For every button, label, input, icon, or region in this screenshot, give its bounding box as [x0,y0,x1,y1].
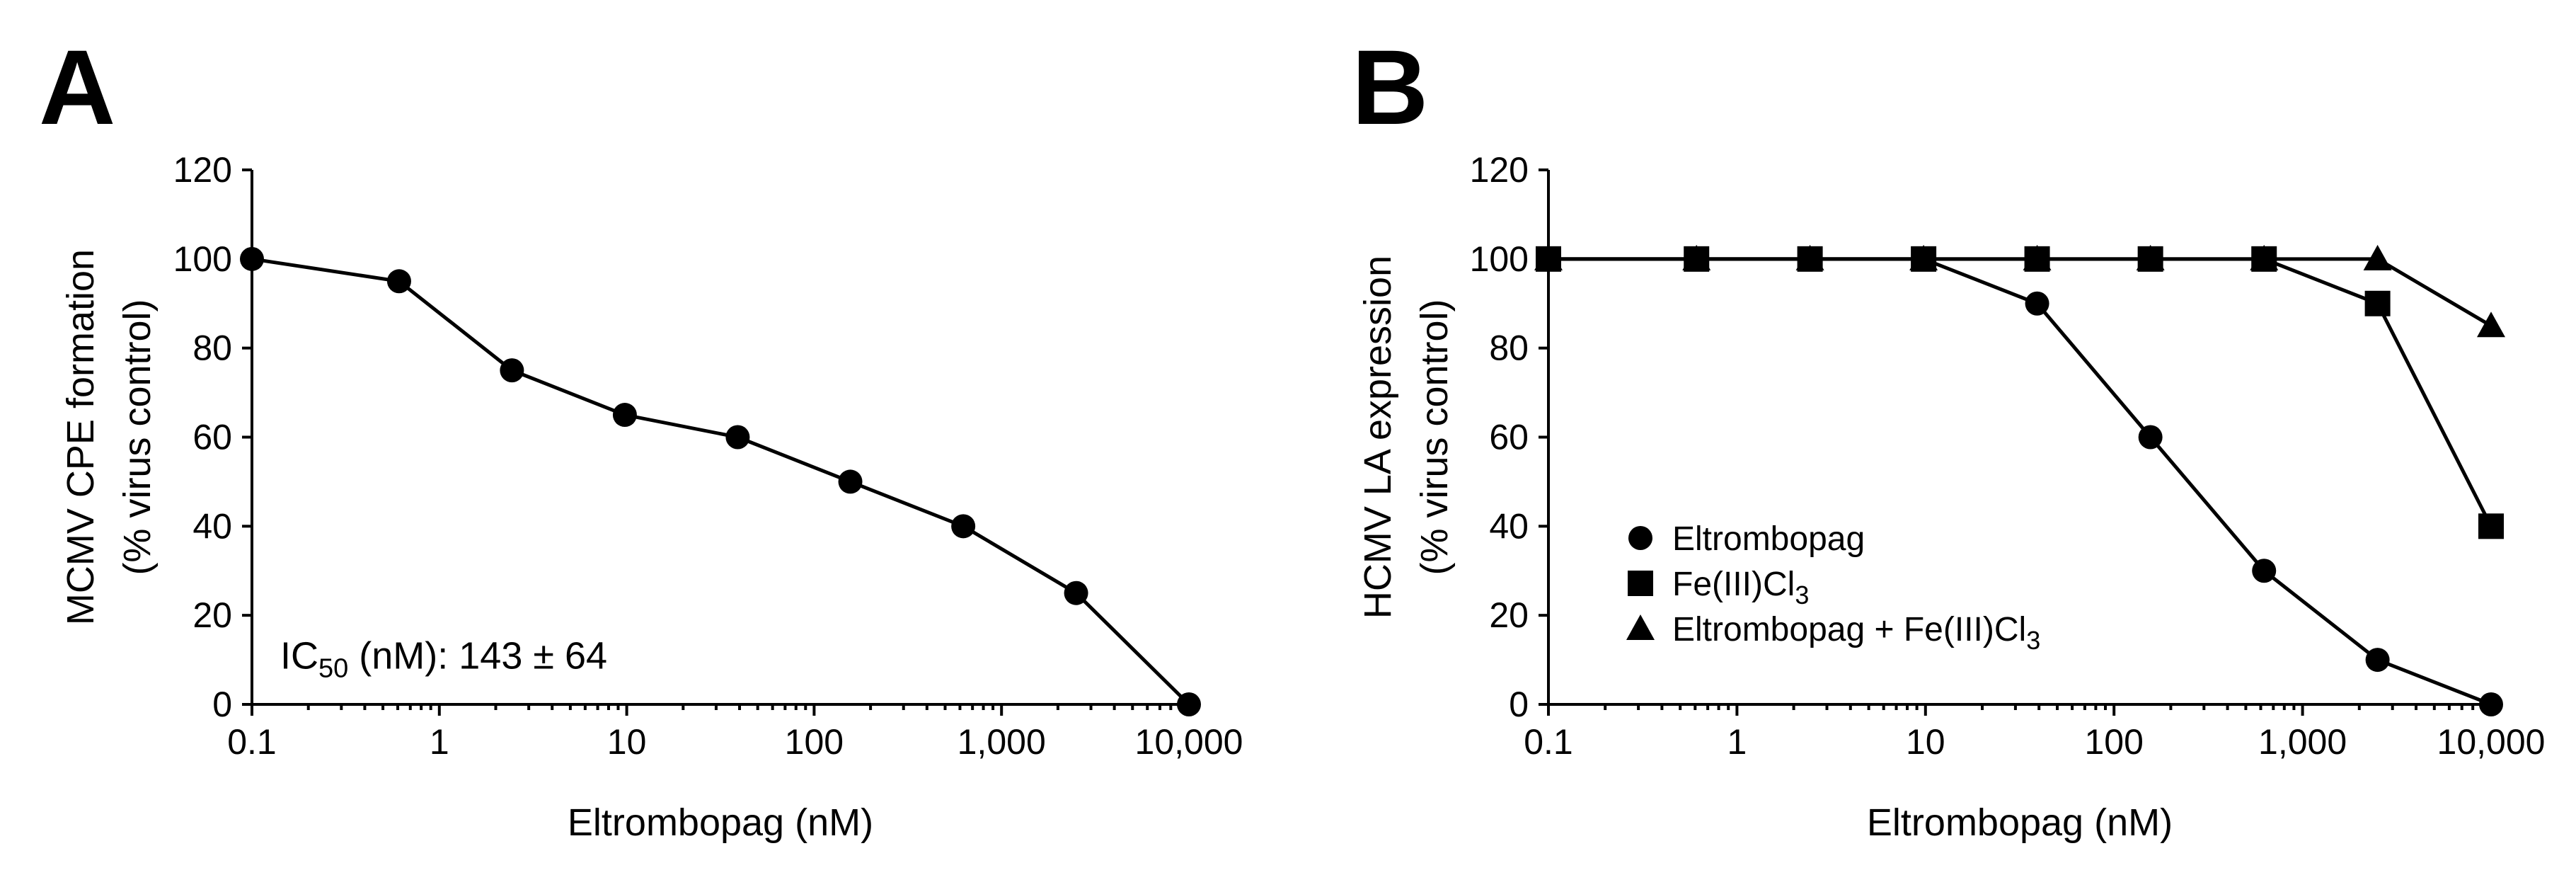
chart-b-y-tick-label: 80 [1489,328,1529,368]
chart-b-panel-letter: B [1352,28,1428,147]
chart-b-y-tick-label: 100 [1470,239,1529,279]
chart-a-y-axis-title: MCMV CPE formation [59,249,102,625]
chart-a-x-tick-label: 1,000 [958,722,1046,762]
chart-a-y-tick-label: 20 [192,595,232,635]
chart-b-y-tick-label: 40 [1489,506,1529,546]
chart-b-legend-marker-circle [1628,526,1652,550]
chart-b-x-tick-label: 100 [2084,722,2143,762]
chart-b-x-tick-label: 0.1 [1524,722,1573,762]
chart-b-legend-marker-square [1628,571,1653,596]
chart-b-data-point-circle [2138,425,2163,450]
chart-b-y-axis-subtitle: (% virus control) [1413,299,1456,575]
chart-a-data-point-circle [1064,581,1088,605]
chart-a-data-point-circle [612,403,637,428]
chart-b-data-point-square [2137,246,2163,272]
chart-b-data-point-circle [2479,692,2503,716]
chart-b-y-tick-label: 0 [1509,685,1529,724]
chart-a-panel-letter: A [39,28,115,147]
chart-b-legend-label: Fe(III)Cl3 [1672,566,1809,610]
chart-b-data-point-square [2478,513,2504,539]
chart-a-x-tick-label: 100 [785,722,844,762]
chart-a-y-tick-label: 60 [192,418,232,457]
chart-b-x-tick-label: 1 [1727,722,1747,762]
chart-b-data-point-circle [2252,559,2277,583]
chart-a-y-tick-label: 80 [192,328,232,368]
chart-b-data-point-triangle [2477,311,2505,338]
chart-b-y-tick-label: 120 [1470,150,1529,190]
chart-a-data-point-circle [1177,692,1201,716]
chart-b-data-point-circle [2025,291,2049,316]
chart-a-data-point-circle [386,269,411,294]
chart-b-data-point-circle [1911,246,1936,271]
chart-b-data-point-triangle [2363,244,2392,270]
chart-a-data-point-circle [500,358,524,383]
chart-a-data-point-circle [240,246,264,271]
chart-a-x-tick-label: 0.1 [227,722,277,762]
chart-a-y-tick-label: 100 [173,239,232,279]
chart-b-legend-label: Eltrombopag [1672,520,1865,558]
chart-a-y-axis-subtitle: (% virus control) [116,299,159,575]
chart-b-y-tick-label: 20 [1489,595,1529,635]
chart-a-x-axis-title: Eltrombopag (nM) [568,801,873,844]
chart-b-x-tick-label: 10 [1906,722,1945,762]
chart-b-y-axis-title: HCMV LA expression [1357,256,1399,619]
chart-a-x-tick-label: 10,000 [1135,722,1243,762]
chart-b-canvas: B 0 20 40 60 80 100 120 0.1 1 10 100 1,000 10,000 Eltr… [1352,28,2546,844]
chart-b-x-axis-title: Eltrombopag (nM) [1867,801,2173,844]
chart-a-data-point-circle [725,425,750,450]
chart-b-data-point-square [2251,246,2277,272]
chart-b-legend-marker-triangle [1626,614,1655,640]
chart-b-series-line-square [1548,257,2493,527]
chart-b-data-point-circle [1684,246,1709,271]
chart-a-data-point-circle [838,469,863,494]
panel-b: B 0 20 40 60 80 100 120 0.1 1 10 100 1,000 10,000 Eltr… [1352,0,2576,875]
panel-a: A 0 20 40 60 80 100 120 0.1 1 10 100 1,000 10,000 Eltr… [39,28,1243,844]
chart-a-x-tick-label: 10 [607,722,647,762]
chart-b-y-tick-label: 60 [1489,418,1529,457]
chart-a-canvas: A 0 20 40 60 80 100 120 0.1 1 10 100 1,000 10,000 Eltr… [39,28,1243,844]
chart-b-x-tick-label: 10,000 [2437,722,2546,762]
chart-b-data-point-circle [2365,648,2390,673]
chart-a-ic50-annotation: IC50 (nM): 143 ± 64 [280,635,607,684]
chart-b-data-point-square [2364,290,2391,316]
chart-b-data-point-circle [1798,246,1822,271]
chart-b-legend-label: Eltrombopag + Fe(III)Cl3 [1672,611,2040,655]
chart-b-data-point-square [2024,246,2050,272]
chart-a-x-tick-label: 1 [430,722,449,762]
chart-a-y-tick-label: 0 [212,685,232,724]
chart-a-y-tick-label: 120 [173,150,232,190]
chart-b-x-tick-label: 1,000 [2258,722,2347,762]
chart-a-data-point-circle [951,514,976,539]
chart-b-data-point-circle [1536,246,1560,271]
chart-a-y-tick-label: 40 [192,506,232,546]
